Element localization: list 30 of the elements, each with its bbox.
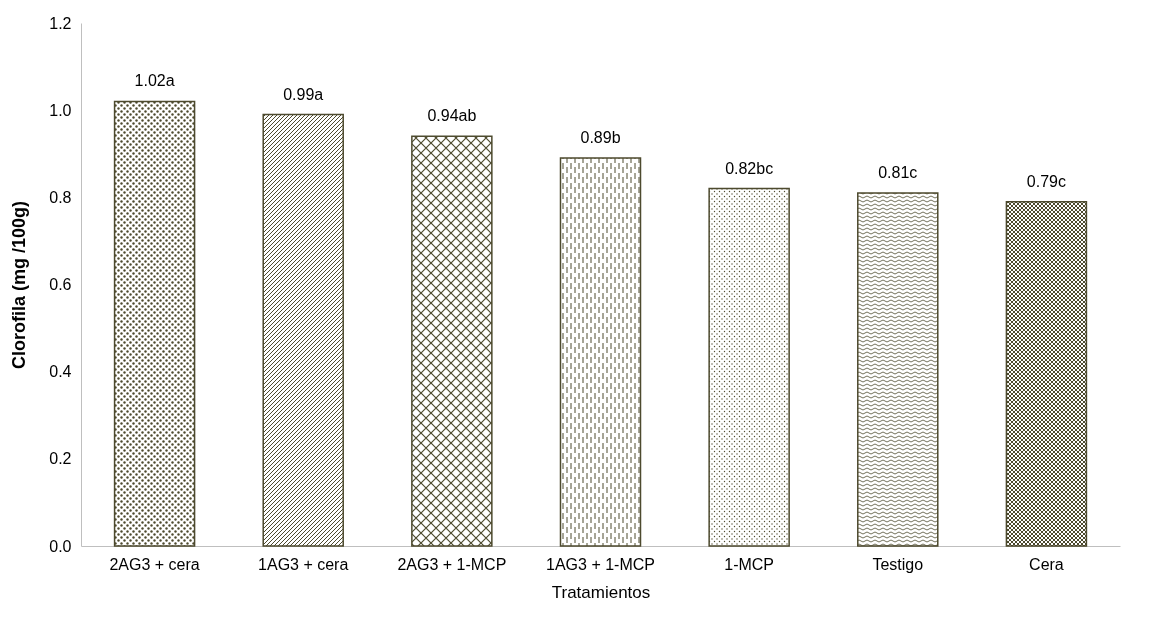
bar [708, 187, 790, 547]
bar [1005, 200, 1088, 547]
x-tick-label: 2AG3 + cera [109, 555, 200, 573]
bar [113, 100, 196, 547]
data-label: 0.94ab [427, 107, 477, 125]
x-tick-label: 1AG3 + 1-MCP [546, 555, 655, 573]
y-tick-label: 0.2 [49, 450, 72, 468]
y-tick-label: 0.6 [49, 276, 72, 293]
x-axis-title: Tratamientos [551, 582, 651, 602]
x-tick-label: 1-MCP [724, 555, 775, 573]
y-tick-label: 0.0 [49, 537, 72, 555]
y-tick-label: 1.2 [49, 14, 72, 32]
x-tick-label: 1AG3 + cera [258, 555, 349, 573]
bar [411, 135, 493, 547]
y-tick-label: 0.4 [49, 363, 72, 381]
bar [857, 192, 939, 547]
data-label: 0.81c [878, 163, 918, 181]
data-label: 0.79c [1026, 172, 1066, 190]
bar [262, 113, 344, 547]
y-axis-title: Clorofila (mg /100g) [9, 200, 30, 370]
x-tick-label: Testigo [872, 555, 924, 573]
data-label: 0.89b [580, 129, 621, 147]
data-label: 1.02a [134, 72, 175, 90]
bar [559, 157, 642, 547]
data-label: 0.82bc [725, 159, 774, 177]
y-tick-label: 0.8 [49, 188, 72, 206]
x-tick-label: Cera [1029, 555, 1064, 573]
y-tick-label: 1.0 [49, 101, 72, 119]
x-tick-label: 2AG3 + 1-MCP [397, 555, 507, 573]
data-label: 0.99a [283, 85, 324, 103]
